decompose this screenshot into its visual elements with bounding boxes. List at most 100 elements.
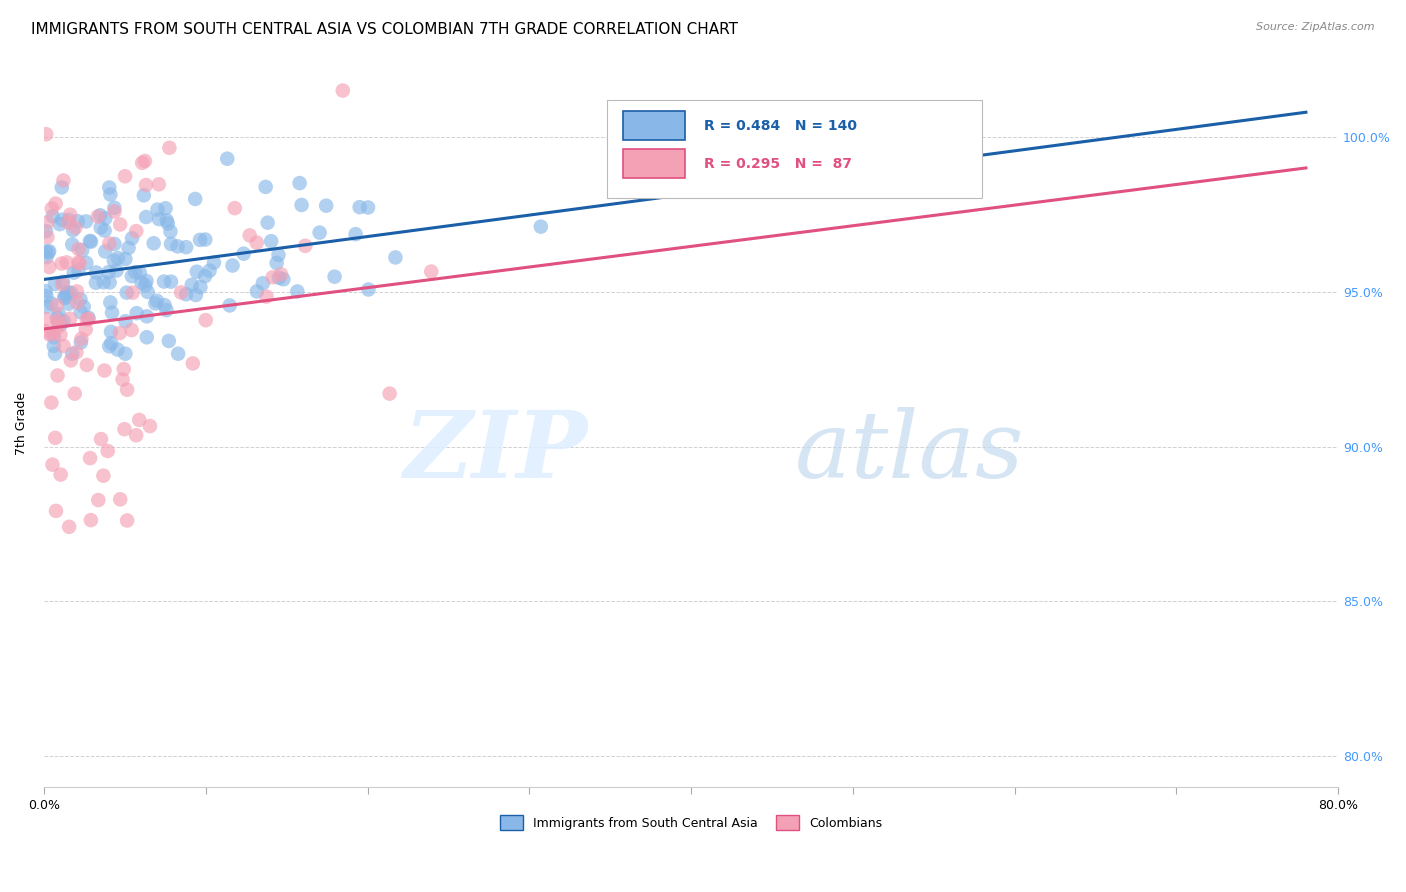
Bar — [623, 112, 685, 140]
Point — [174, 240, 197, 254]
Point — [112, 362, 135, 376]
Point — [124, 265, 146, 279]
Point — [121, 231, 143, 245]
Point — [114, 347, 136, 361]
Point — [357, 201, 380, 215]
Point — [252, 277, 274, 291]
Point — [384, 251, 406, 265]
Point — [37, 215, 59, 229]
Point — [239, 228, 262, 243]
Point — [131, 276, 153, 290]
Point — [156, 217, 179, 231]
Point — [170, 285, 193, 300]
Point — [155, 303, 177, 318]
Point — [115, 383, 138, 397]
Point — [148, 178, 170, 192]
Point — [51, 277, 73, 291]
Point — [94, 244, 117, 259]
Point — [194, 269, 217, 284]
Point — [308, 226, 330, 240]
Point — [125, 306, 148, 320]
Point — [98, 276, 121, 290]
Point — [67, 263, 90, 277]
Point — [157, 334, 180, 348]
Point — [128, 266, 150, 280]
Point — [70, 332, 93, 346]
Point — [48, 307, 70, 321]
Point — [378, 386, 401, 401]
Point — [232, 246, 254, 260]
Point — [134, 278, 156, 293]
Point — [256, 216, 278, 230]
Point — [44, 277, 66, 291]
Point — [93, 363, 115, 377]
Text: ZIP: ZIP — [404, 408, 588, 498]
Point — [98, 180, 121, 194]
Point — [132, 188, 155, 202]
Point — [114, 252, 136, 266]
Point — [128, 413, 150, 427]
Point — [53, 291, 76, 305]
Point — [52, 314, 75, 328]
Point — [46, 310, 69, 325]
Point — [186, 265, 208, 279]
Point — [125, 224, 148, 238]
Point — [41, 395, 63, 409]
Point — [114, 169, 136, 184]
Point — [69, 292, 91, 306]
Point — [108, 218, 131, 232]
Point — [103, 204, 125, 219]
Point — [262, 270, 284, 285]
Point — [38, 260, 60, 274]
Point — [194, 233, 217, 247]
Point — [59, 311, 82, 326]
Point — [37, 245, 59, 260]
Point — [98, 236, 121, 251]
Point — [90, 220, 112, 235]
Point — [56, 285, 79, 300]
Point — [42, 209, 65, 223]
Point — [103, 253, 125, 268]
Point — [41, 458, 63, 472]
Point — [125, 428, 148, 442]
Point — [93, 275, 115, 289]
Point — [142, 236, 165, 251]
Point — [84, 276, 107, 290]
Point — [84, 265, 107, 279]
Point — [65, 220, 87, 235]
Point — [266, 256, 288, 270]
Point — [146, 293, 169, 308]
Point — [103, 236, 125, 251]
Point — [146, 202, 169, 217]
Point — [52, 339, 75, 353]
Point — [77, 310, 100, 325]
Point — [260, 234, 283, 248]
Point — [148, 212, 170, 227]
Point — [107, 251, 129, 265]
Point — [107, 343, 129, 357]
Point — [39, 296, 62, 310]
Point — [167, 347, 190, 361]
Point — [332, 84, 354, 98]
Point — [135, 210, 157, 224]
Text: IMMIGRANTS FROM SOUTH CENTRAL ASIA VS COLOMBIAN 7TH GRADE CORRELATION CHART: IMMIGRANTS FROM SOUTH CENTRAL ASIA VS CO… — [31, 22, 738, 37]
Point — [94, 211, 117, 226]
Point — [135, 330, 157, 344]
Point — [80, 513, 103, 527]
Point — [35, 250, 58, 264]
Point — [174, 287, 197, 301]
Point — [136, 285, 159, 299]
Point — [153, 275, 176, 289]
Y-axis label: 7th Grade: 7th Grade — [15, 392, 28, 455]
Point — [90, 432, 112, 446]
Point — [41, 202, 63, 216]
Point — [267, 270, 290, 285]
Point — [117, 241, 139, 255]
Point — [35, 127, 58, 141]
Point — [139, 419, 162, 434]
Point — [155, 201, 177, 215]
Point — [93, 468, 115, 483]
Point — [217, 152, 239, 166]
Point — [103, 201, 125, 215]
Point — [246, 235, 269, 250]
